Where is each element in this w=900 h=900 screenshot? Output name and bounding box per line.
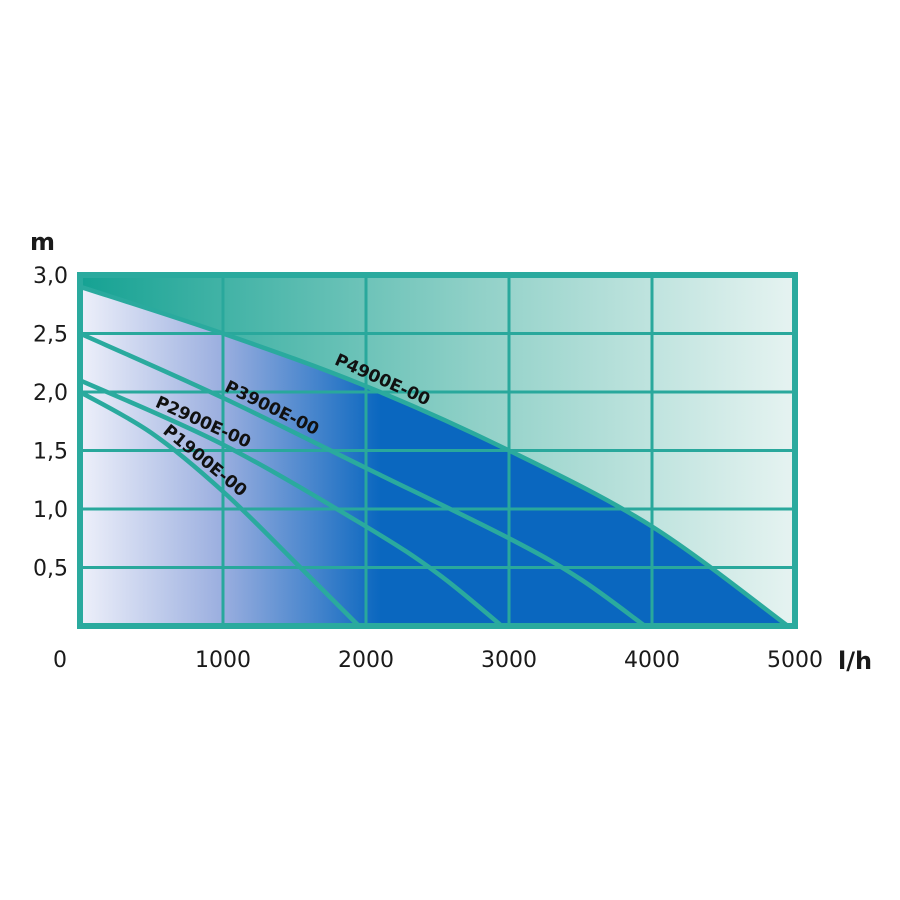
- x-tick-label: 4000: [624, 648, 680, 673]
- y-axis-unit-label: m: [30, 228, 55, 256]
- x-axis-unit-label: l/h: [838, 647, 872, 675]
- plot-area: [77, 272, 798, 629]
- y-tick-label: 2,5: [33, 323, 68, 348]
- y-tick-label: 0,5: [33, 557, 68, 582]
- y-tick-label: 1,5: [33, 440, 68, 465]
- y-tick-label: 3,0: [33, 264, 68, 289]
- curve-p3900e-00: [77, 331, 648, 629]
- curve-p1900e-00: [77, 389, 362, 629]
- chart-frame: [77, 272, 798, 629]
- area-below-curves: [80, 286, 788, 626]
- x-tick-label: 1000: [195, 648, 251, 673]
- x-tick-label: 2000: [338, 648, 394, 673]
- x-tick-label: 0: [53, 648, 67, 673]
- y-tick-label: 2,0: [33, 381, 68, 406]
- x-tick-label: 3000: [481, 648, 537, 673]
- x-tick-label: 5000: [767, 648, 823, 673]
- y-tick-label: 1,0: [33, 498, 68, 523]
- curve-p2900e-00: [77, 378, 505, 629]
- curve-p4900e-00: [77, 284, 791, 629]
